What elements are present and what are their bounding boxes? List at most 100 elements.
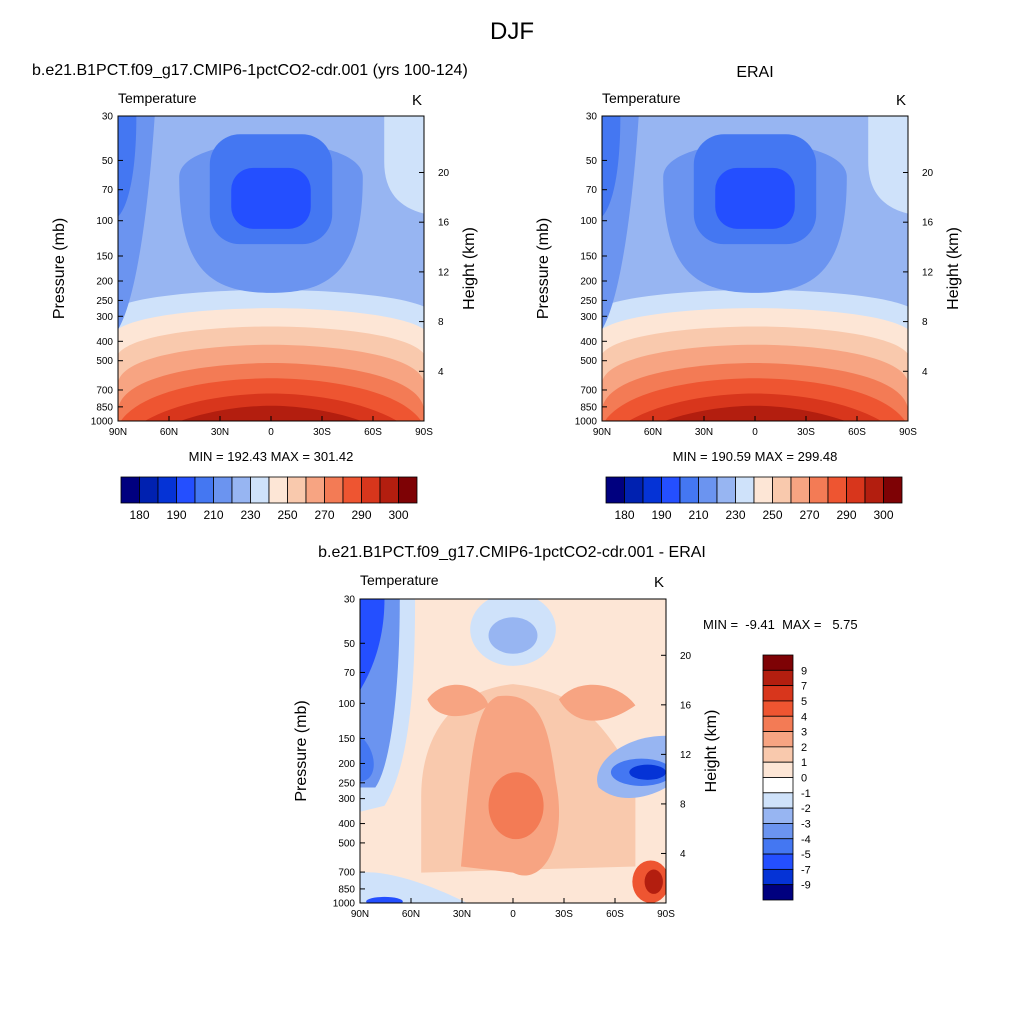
colorbar-label: 230 — [725, 508, 745, 522]
y-tick-label: 1000 — [91, 417, 114, 428]
diff-negative-upper-core — [488, 617, 538, 654]
x-tick-label: 60S — [848, 427, 866, 438]
colorbar-label: 5 — [801, 696, 807, 708]
colorbar-swatch — [846, 476, 866, 504]
diff-negative-surface-core — [366, 896, 403, 903]
colorbar-swatch — [827, 476, 847, 504]
y-tick-label: 400 — [580, 337, 597, 348]
colorbar-label: 0 — [801, 773, 807, 785]
y-tick-label: 700 — [96, 385, 113, 396]
panel-2-units: K — [896, 92, 907, 109]
panel-1-title: b.e21.B1PCT.f09_g17.CMIP6-1pctCO2-cdr.00… — [32, 62, 468, 79]
x-tick-label: 60S — [606, 909, 624, 920]
colorbar-label: -4 — [801, 834, 811, 846]
colorbar-swatch — [679, 476, 699, 504]
y-tick-label: 200 — [96, 277, 113, 288]
x-tick-label: 0 — [268, 427, 274, 438]
height-tick-label: 16 — [680, 700, 692, 711]
panel-1-colorbar: 180 190 210 230 250 270 290 300 — [120, 476, 418, 522]
colorbar-swatch — [120, 476, 140, 504]
panel-3-plot: 90N 60N 30N 0 30S 60S 90S 30 50 70 100 150 200 250 300… — [293, 595, 720, 921]
height-tick-label: 16 — [438, 218, 450, 229]
x-tick-label: 90S — [899, 427, 917, 438]
colorbar-label: 210 — [688, 508, 708, 522]
height-tick-label: 20 — [680, 651, 692, 662]
height-tick-label: 8 — [922, 317, 928, 328]
x-tick-label: 60N — [402, 909, 420, 920]
y-tick-label: 500 — [580, 356, 597, 367]
colorbar-label: 2 — [801, 742, 807, 754]
panel-1-stats: MIN = 192.43 MAX = 301.42 — [188, 449, 354, 464]
y-tick-label: 1000 — [575, 417, 598, 428]
x-tick-label: 90S — [657, 909, 675, 920]
y-tick-label: 850 — [96, 402, 113, 413]
warm-polar-strat — [868, 116, 908, 214]
y-axis-title: Pressure (mb) — [535, 218, 552, 319]
colorbar-swatch — [642, 476, 662, 504]
colorbar-label: -1 — [801, 788, 811, 800]
colorbar-swatch — [809, 476, 829, 504]
colorbar-swatch — [762, 654, 794, 671]
colorbar-swatch — [762, 838, 794, 855]
colorbar-swatch — [716, 476, 736, 504]
colorbar-label: 290 — [351, 508, 371, 522]
height-tick-label: 12 — [438, 267, 450, 278]
y-tick-label: 250 — [580, 296, 597, 307]
y-axis-title: Pressure (mb) — [293, 700, 310, 801]
y-tick-label: 30 — [344, 595, 356, 606]
diff-positive-right-lobe — [558, 684, 636, 721]
y-tick-label: 250 — [96, 296, 113, 307]
y-tick-label: 50 — [102, 156, 114, 167]
colorbar-swatch — [250, 476, 270, 504]
colorbar-swatch — [762, 868, 794, 886]
colorbar-swatch — [753, 476, 773, 504]
colorbar-swatch — [324, 476, 344, 504]
panel-1-plot: 90N 60N 30N 0 30S 60S 90S 30 50 70 100 150 200 250 300… — [51, 112, 478, 439]
panel-2-contours — [602, 116, 908, 421]
cold-pole-layer — [118, 116, 137, 217]
panel-2-title: ERAI — [736, 64, 774, 81]
panel-2-plot: 90N 60N 30N 0 30S 60S 90S 30 50 70 100 150 200 250 300… — [535, 112, 962, 439]
x-tick-label: 0 — [510, 909, 516, 920]
y-tick-label: 150 — [580, 251, 597, 262]
diff-negative-south-core — [360, 599, 385, 691]
colorbar-swatch — [287, 476, 307, 504]
panel-1-units: K — [412, 92, 423, 109]
colorbar-swatch — [864, 476, 884, 504]
colorbar-swatch — [213, 476, 233, 504]
colorbar-swatch — [762, 731, 794, 748]
colorbar-swatch — [762, 761, 794, 778]
y-tick-label: 300 — [96, 312, 113, 323]
colorbar-swatch — [605, 476, 625, 504]
y-tick-label: 850 — [580, 402, 597, 413]
y-tick-label: 250 — [338, 778, 355, 789]
x-tick-label: 90N — [593, 427, 611, 438]
diff-positive-left-lobe — [427, 684, 489, 717]
figure-title: DJF — [490, 18, 534, 45]
colorbar-swatch — [762, 715, 794, 732]
colorbar-swatch — [157, 476, 177, 504]
y-tick-label: 200 — [580, 277, 597, 288]
colorbar-swatch — [398, 476, 418, 504]
colorbar-label: 180 — [129, 508, 149, 522]
y-tick-label: 300 — [338, 794, 355, 805]
height-tick-label: 12 — [922, 267, 934, 278]
colorbar-label: 9 — [801, 665, 807, 677]
y-tick-label: 100 — [96, 216, 113, 227]
colorbar-swatch — [698, 476, 718, 504]
diff-negative-north-core — [629, 764, 666, 780]
colorbar-swatch — [268, 476, 288, 504]
x-tick-label: 30N — [453, 909, 471, 920]
colorbar-swatch — [762, 807, 794, 824]
tropopause-coldest — [231, 167, 311, 229]
colorbar-swatch — [231, 476, 251, 504]
colorbar-label: 4 — [801, 711, 807, 723]
temperature-band-7 — [180, 405, 362, 421]
colorbar-label: -9 — [801, 880, 811, 892]
y-tick-label: 1000 — [333, 899, 356, 910]
y-axis-right-title: Height (km) — [945, 227, 962, 310]
colorbar-swatch — [176, 476, 196, 504]
colorbar-swatch — [194, 476, 214, 504]
x-tick-label: 30S — [313, 427, 331, 438]
y-axis-title: Pressure (mb) — [51, 218, 68, 319]
